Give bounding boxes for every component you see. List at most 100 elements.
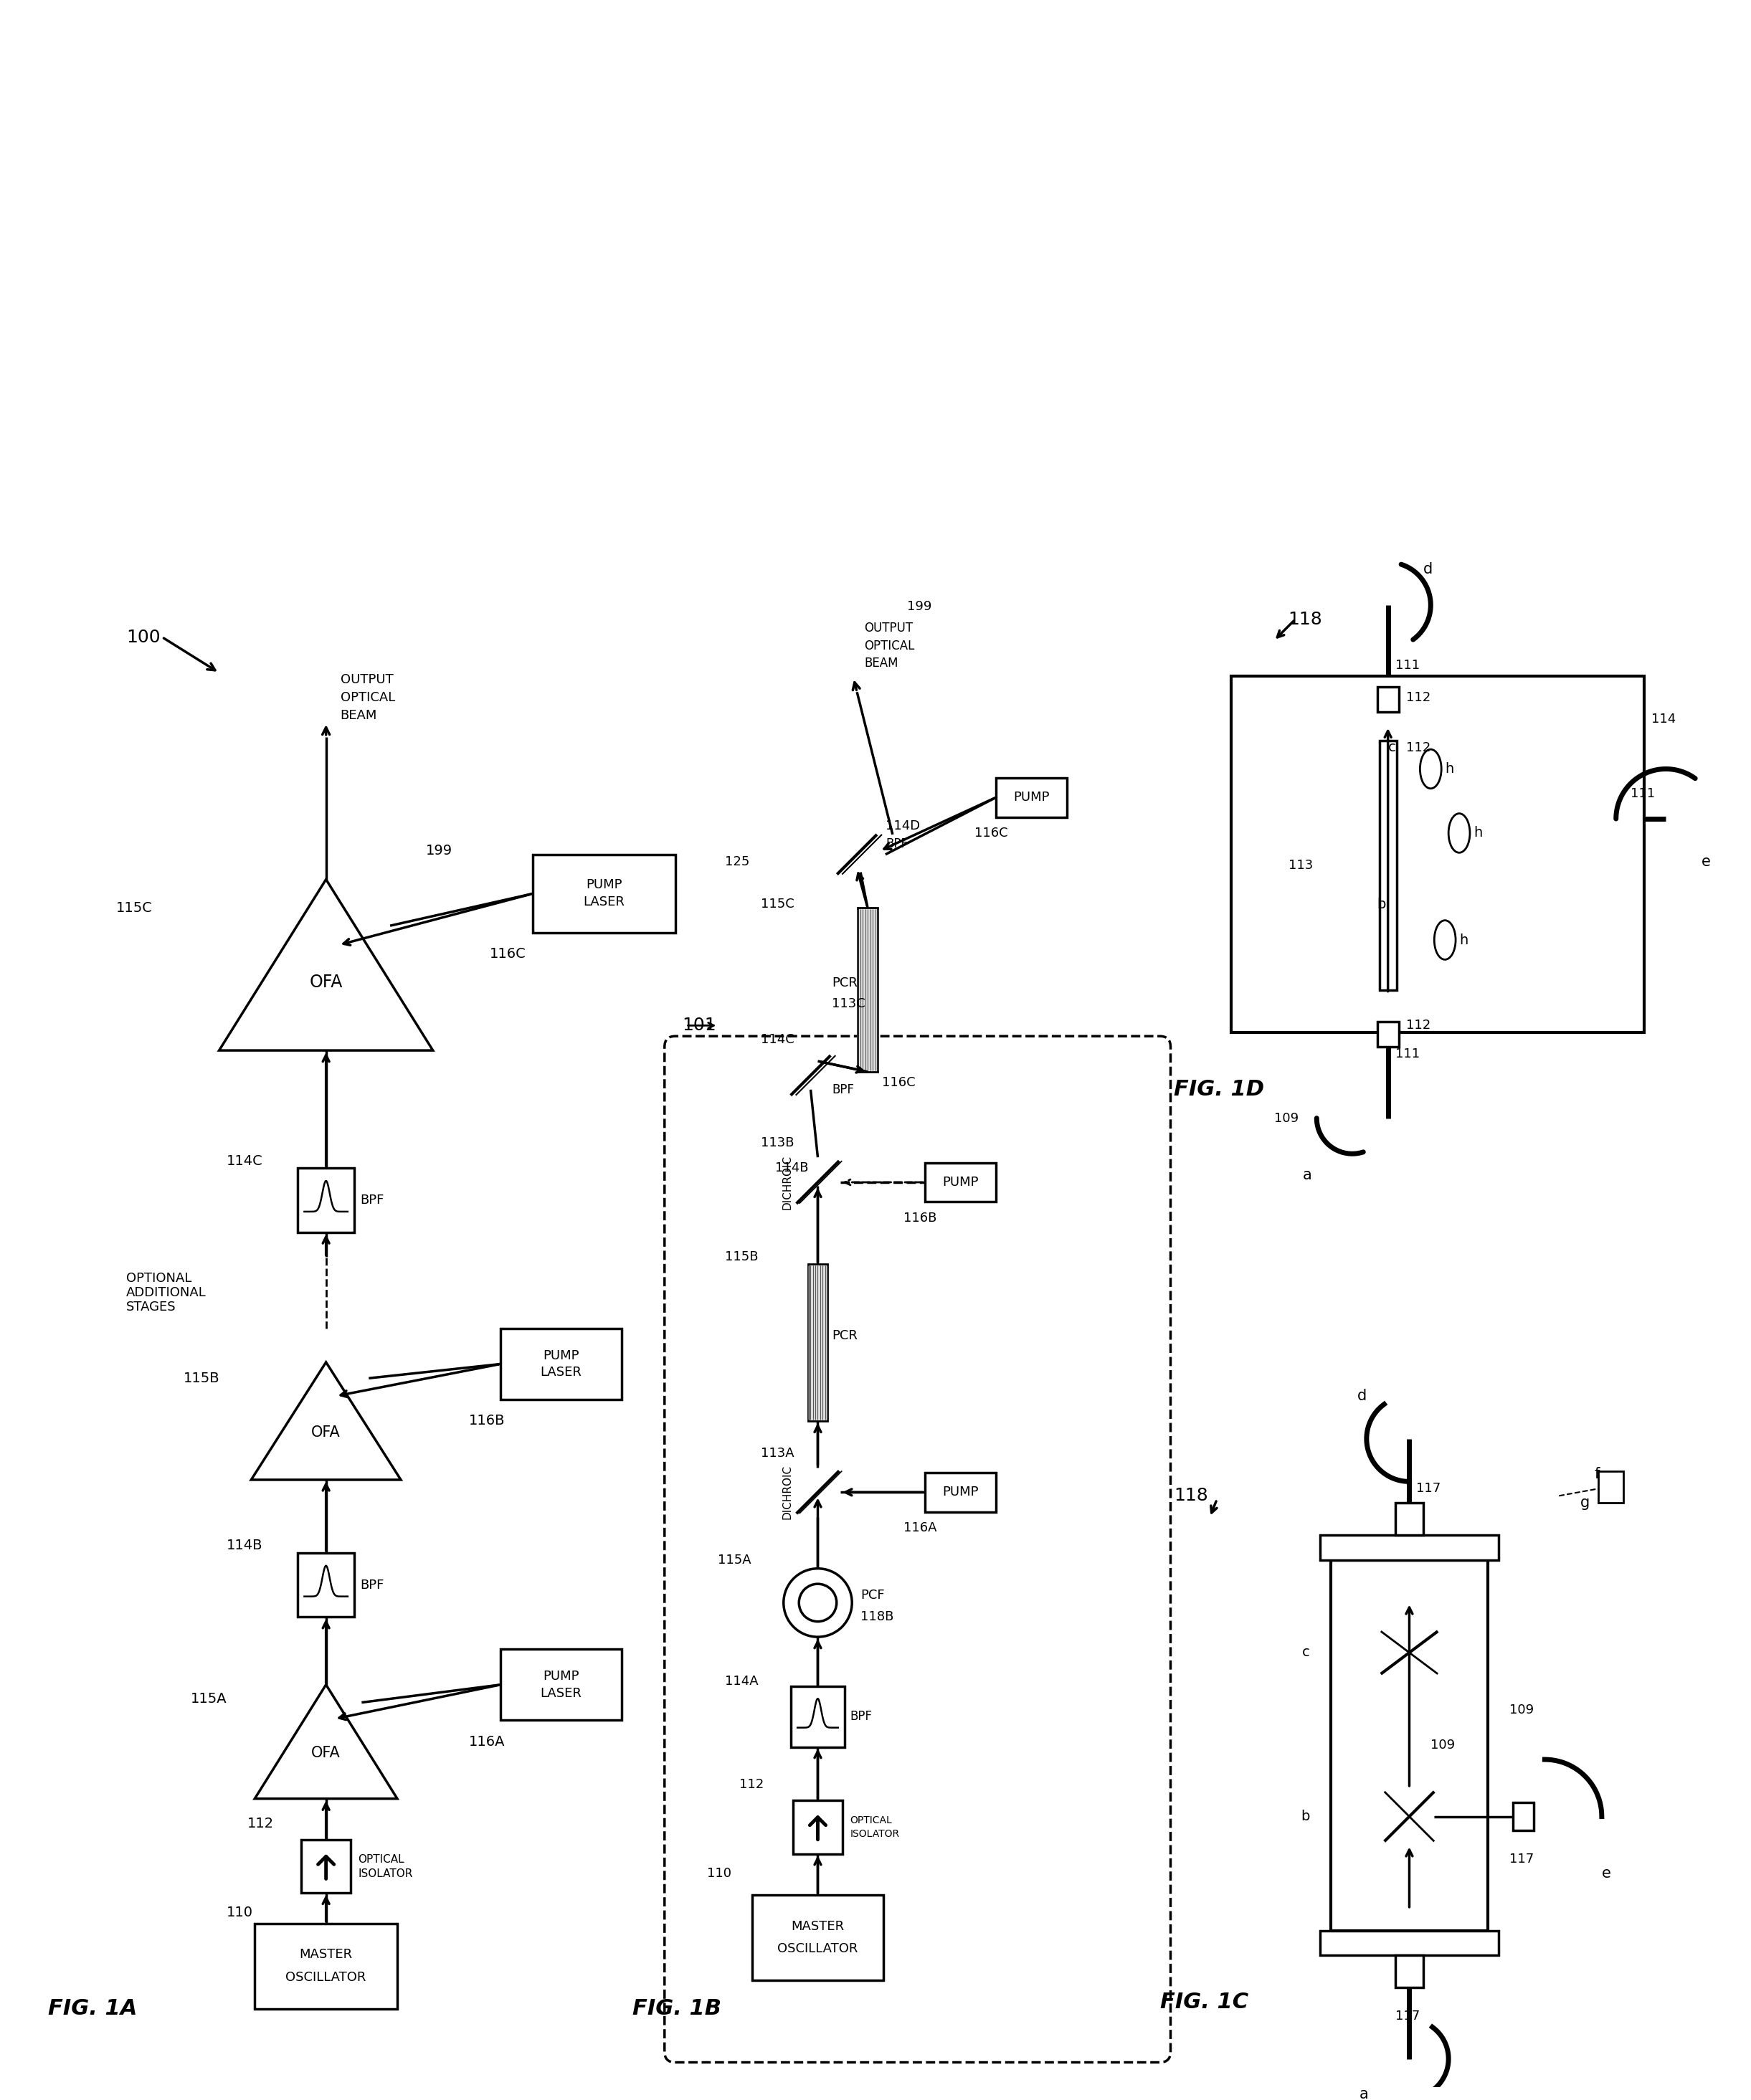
Bar xyxy=(1378,687,1399,712)
Text: PUMP: PUMP xyxy=(587,878,622,892)
Text: 114: 114 xyxy=(1651,712,1676,724)
Bar xyxy=(791,1686,844,1747)
Text: 111: 111 xyxy=(1396,659,1420,672)
Polygon shape xyxy=(250,1363,401,1480)
Text: OUTPUT: OUTPUT xyxy=(340,674,394,687)
Text: b: b xyxy=(1378,897,1387,911)
Text: DICHROIC: DICHROIC xyxy=(783,1466,793,1520)
Text: h: h xyxy=(1459,932,1467,947)
Text: 111: 111 xyxy=(1630,788,1655,800)
Bar xyxy=(301,1840,350,1892)
Bar xyxy=(1231,676,1644,1033)
Bar xyxy=(1380,741,1397,989)
Text: PCR: PCR xyxy=(832,1329,858,1342)
Bar xyxy=(501,1329,622,1399)
Text: 109: 109 xyxy=(1431,1739,1455,1751)
Bar xyxy=(254,1924,397,2010)
Text: BEAM: BEAM xyxy=(863,657,898,670)
Text: 100: 100 xyxy=(126,628,161,645)
Text: 111: 111 xyxy=(1396,1048,1420,1060)
Text: OPTICAL: OPTICAL xyxy=(863,638,914,653)
Text: 112: 112 xyxy=(1406,741,1431,754)
Bar xyxy=(1331,1560,1488,1930)
Text: STAGES: STAGES xyxy=(126,1300,177,1312)
Text: 116C: 116C xyxy=(490,947,527,962)
Text: PUMP: PUMP xyxy=(543,1670,580,1682)
Text: BPF: BPF xyxy=(832,1084,854,1096)
Text: 118: 118 xyxy=(1289,611,1322,628)
Text: 101: 101 xyxy=(683,1016,716,1033)
Text: LASER: LASER xyxy=(583,897,625,909)
Text: 114C: 114C xyxy=(226,1155,263,1168)
Text: f: f xyxy=(1595,1468,1600,1483)
Text: e: e xyxy=(1702,855,1711,869)
Bar xyxy=(501,1648,622,1720)
Text: 116B: 116B xyxy=(469,1413,504,1428)
Text: 115A: 115A xyxy=(718,1554,751,1567)
Text: OUTPUT: OUTPUT xyxy=(863,622,912,634)
Text: 116A: 116A xyxy=(904,1520,937,1535)
Text: FIG. 1A: FIG. 1A xyxy=(47,1999,137,2020)
Text: 199: 199 xyxy=(907,601,932,613)
Bar xyxy=(925,1163,996,1201)
Text: BEAM: BEAM xyxy=(340,710,376,722)
Text: FIG. 1C: FIG. 1C xyxy=(1159,1991,1248,2012)
Text: 112: 112 xyxy=(1406,691,1431,704)
Text: 113A: 113A xyxy=(760,1447,795,1460)
Text: 116C: 116C xyxy=(883,1075,916,1090)
Text: d: d xyxy=(1357,1388,1366,1403)
Text: 117: 117 xyxy=(1509,1852,1534,1865)
Text: 115B: 115B xyxy=(725,1252,758,1264)
Text: d: d xyxy=(1424,563,1432,578)
Text: 115A: 115A xyxy=(191,1693,228,1705)
Text: 114D: 114D xyxy=(886,819,919,832)
Text: BPF: BPF xyxy=(361,1579,383,1592)
Bar xyxy=(1396,1955,1424,1987)
Text: h: h xyxy=(1473,825,1483,840)
Text: MASTER: MASTER xyxy=(299,1949,352,1961)
Text: c: c xyxy=(1389,741,1396,754)
Text: g: g xyxy=(1581,1495,1590,1510)
Bar xyxy=(858,907,877,1071)
Text: OFA: OFA xyxy=(310,974,343,991)
Text: MASTER: MASTER xyxy=(791,1919,844,1932)
Text: OPTICAL: OPTICAL xyxy=(357,1854,404,1865)
Text: e: e xyxy=(1602,1867,1611,1882)
Text: FIG. 1D: FIG. 1D xyxy=(1175,1079,1264,1100)
Bar xyxy=(751,1894,884,1980)
Text: OSCILLATOR: OSCILLATOR xyxy=(285,1972,366,1984)
Text: a: a xyxy=(1303,1168,1311,1182)
Text: 117: 117 xyxy=(1417,1483,1441,1495)
Text: 109: 109 xyxy=(1275,1111,1299,1126)
Bar xyxy=(1513,1802,1534,1831)
Text: 118: 118 xyxy=(1175,1487,1208,1504)
Text: 113C: 113C xyxy=(832,998,865,1010)
Text: 109: 109 xyxy=(1509,1703,1534,1716)
Text: c: c xyxy=(1301,1646,1310,1659)
Bar xyxy=(1599,1470,1623,1504)
Text: BPF: BPF xyxy=(886,838,907,851)
FancyBboxPatch shape xyxy=(665,1035,1171,2062)
Text: OPTIONAL: OPTIONAL xyxy=(126,1273,193,1285)
Text: 115C: 115C xyxy=(116,901,152,916)
Text: PUMP: PUMP xyxy=(942,1176,979,1189)
Text: 114A: 114A xyxy=(725,1674,758,1688)
Text: LASER: LASER xyxy=(541,1367,581,1380)
Text: PUMP: PUMP xyxy=(942,1487,979,1499)
Ellipse shape xyxy=(1420,750,1441,788)
Bar xyxy=(532,855,676,932)
Text: BPF: BPF xyxy=(361,1193,383,1208)
Text: 199: 199 xyxy=(425,844,452,857)
Text: 113: 113 xyxy=(1289,859,1313,872)
Text: b: b xyxy=(1301,1810,1310,1823)
Text: PUMP: PUMP xyxy=(543,1348,580,1363)
Text: 116A: 116A xyxy=(469,1735,504,1749)
Text: ADDITIONAL: ADDITIONAL xyxy=(126,1287,207,1300)
Bar xyxy=(1396,1504,1424,1535)
Text: 114B: 114B xyxy=(226,1539,263,1552)
Text: 112: 112 xyxy=(739,1779,763,1791)
Text: 112: 112 xyxy=(1406,1019,1431,1031)
Text: h: h xyxy=(1445,762,1453,775)
Text: OFA: OFA xyxy=(312,1426,341,1441)
Text: 110: 110 xyxy=(226,1907,252,1919)
